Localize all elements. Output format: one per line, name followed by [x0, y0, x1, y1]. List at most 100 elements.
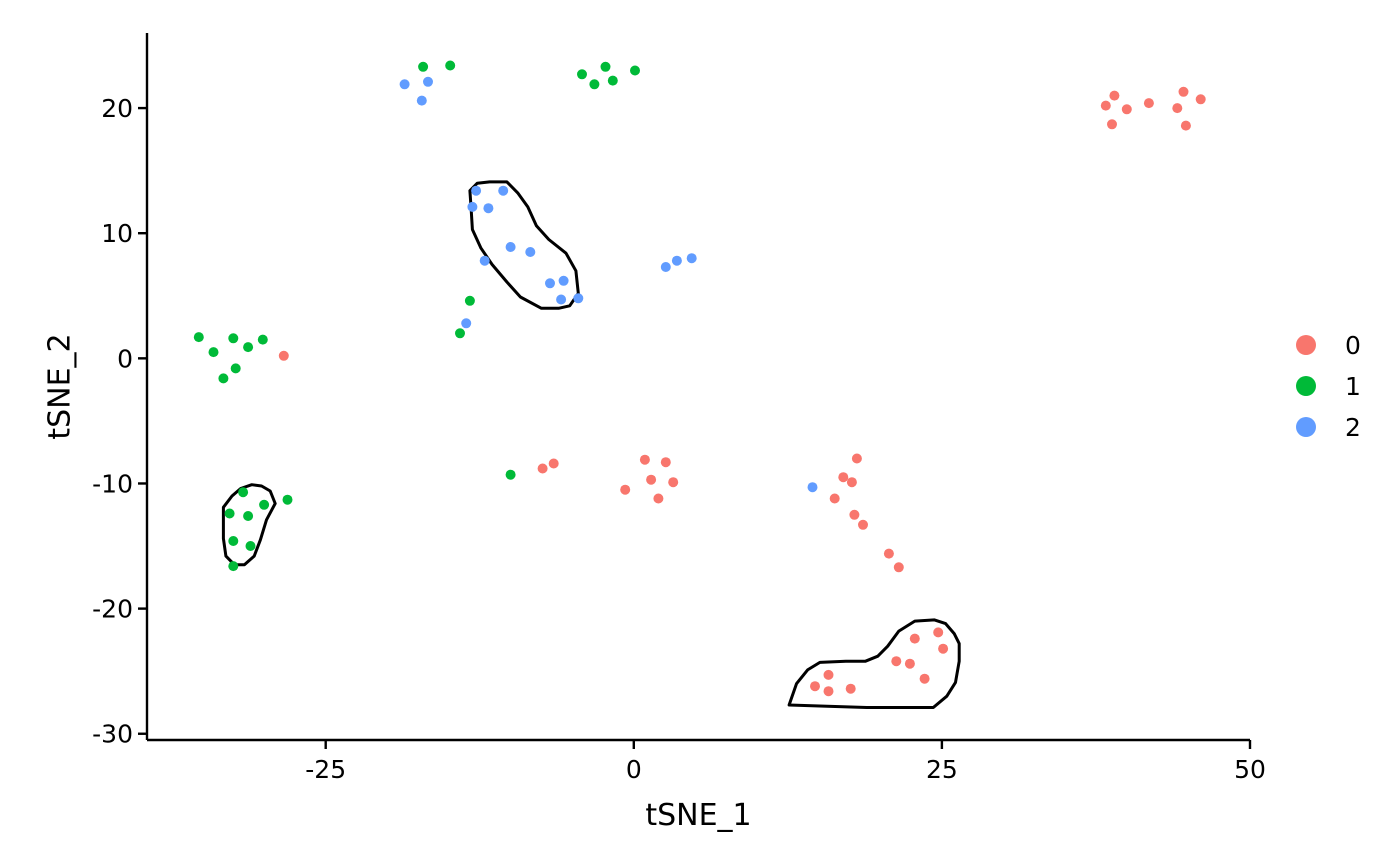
point-cluster-2: [483, 203, 494, 214]
point-cluster-0: [1100, 100, 1111, 111]
point-cluster-1: [245, 541, 256, 551]
point-cluster-0: [668, 477, 679, 488]
x-axis-ticks: -25 0 25 50: [305, 740, 1266, 784]
x-tick-label: 25: [926, 755, 958, 784]
point-cluster-1: [282, 494, 293, 505]
data-points: [193, 60, 1206, 697]
point-cluster-0: [823, 686, 834, 697]
point-cluster-0: [909, 633, 920, 644]
point-cluster-0: [851, 453, 862, 464]
point-cluster-1: [505, 469, 516, 480]
point-cluster-2: [467, 201, 478, 212]
point-cluster-0: [823, 669, 834, 680]
point-cluster-2: [525, 247, 536, 257]
point-cluster-0: [849, 509, 860, 520]
point-cluster-0: [904, 658, 915, 669]
point-cluster-2: [671, 255, 682, 266]
y-tick-label: -30: [92, 720, 133, 749]
point-cluster-0: [919, 673, 930, 684]
point-cluster-2: [471, 185, 482, 196]
point-cluster-0: [653, 493, 664, 504]
point-cluster-2: [479, 255, 490, 266]
outline-lower-right: [787, 618, 961, 709]
point-cluster-1: [589, 79, 600, 90]
point-cluster-0: [891, 656, 902, 667]
point-cluster-0: [620, 484, 631, 495]
point-cluster-1: [193, 332, 204, 343]
legend-key-1: [1296, 376, 1316, 396]
point-cluster-2: [505, 242, 516, 252]
point-cluster-1: [228, 333, 239, 344]
point-cluster-2: [423, 76, 433, 87]
point-cluster-2: [686, 253, 697, 264]
point-cluster-0: [537, 463, 548, 474]
x-axis-title: tSNE_1: [645, 798, 751, 833]
point-cluster-2: [573, 293, 584, 304]
point-cluster-0: [278, 350, 289, 361]
point-cluster-0: [639, 454, 650, 465]
point-cluster-1: [243, 342, 254, 353]
point-cluster-0: [1143, 98, 1154, 109]
point-cluster-0: [1107, 119, 1117, 130]
legend-label-0: 0: [1345, 331, 1361, 360]
point-cluster-1: [218, 373, 229, 384]
y-tick-label: -10: [92, 469, 133, 498]
point-cluster-1: [464, 295, 475, 306]
point-cluster-0: [838, 472, 849, 483]
y-tick-label: 0: [117, 344, 133, 373]
point-cluster-2: [807, 482, 818, 493]
point-cluster-2: [461, 318, 472, 329]
point-cluster-1: [445, 60, 456, 71]
point-cluster-0: [846, 477, 857, 488]
point-cluster-2: [556, 294, 567, 305]
point-cluster-0: [933, 627, 944, 638]
point-cluster-0: [893, 562, 904, 573]
point-cluster-1: [455, 328, 465, 339]
y-tick-label: 20: [101, 94, 133, 123]
legend: 0 1 2: [1296, 331, 1361, 442]
x-tick-label: -25: [305, 755, 346, 784]
y-tick-label: 10: [101, 219, 133, 248]
point-cluster-0: [845, 683, 856, 694]
point-cluster-1: [418, 61, 429, 72]
x-tick-label: 50: [1234, 755, 1266, 784]
point-cluster-0: [1109, 90, 1120, 101]
axes: -25 0 25 50 -30 -20 -10 0 10 20: [92, 33, 1266, 784]
point-cluster-1: [224, 508, 235, 519]
point-cluster-0: [938, 643, 949, 654]
point-cluster-1: [600, 61, 611, 72]
point-cluster-0: [1180, 120, 1191, 131]
point-cluster-1: [208, 347, 219, 358]
point-cluster-0: [660, 457, 671, 468]
point-cluster-0: [829, 493, 840, 504]
point-cluster-1: [228, 561, 239, 572]
point-cluster-0: [548, 458, 559, 469]
outline-left: [221, 483, 277, 567]
cluster-outlines: [221, 180, 961, 709]
point-cluster-0: [1195, 94, 1206, 105]
point-cluster-2: [399, 79, 410, 90]
point-cluster-0: [1178, 86, 1189, 97]
y-axis-ticks: -30 -20 -10 0 10 20: [92, 94, 147, 749]
point-cluster-0: [1172, 103, 1183, 114]
point-cluster-1: [257, 334, 268, 345]
point-cluster-1: [259, 499, 270, 510]
point-cluster-0: [1121, 104, 1132, 115]
point-cluster-1: [238, 487, 249, 498]
point-cluster-1: [243, 511, 254, 521]
point-cluster-1: [577, 69, 587, 80]
point-cluster-0: [810, 681, 820, 692]
point-cluster-0: [858, 519, 868, 530]
point-cluster-0: [646, 474, 657, 485]
point-cluster-0: [883, 548, 894, 559]
x-tick-label: 0: [626, 755, 642, 784]
point-cluster-1: [228, 536, 239, 546]
outline-upper-left: [468, 180, 580, 310]
point-cluster-2: [558, 275, 569, 286]
point-cluster-2: [660, 262, 671, 272]
point-cluster-1: [630, 65, 640, 76]
legend-key-2: [1296, 417, 1316, 437]
point-cluster-1: [230, 363, 241, 374]
point-cluster-1: [607, 75, 618, 86]
